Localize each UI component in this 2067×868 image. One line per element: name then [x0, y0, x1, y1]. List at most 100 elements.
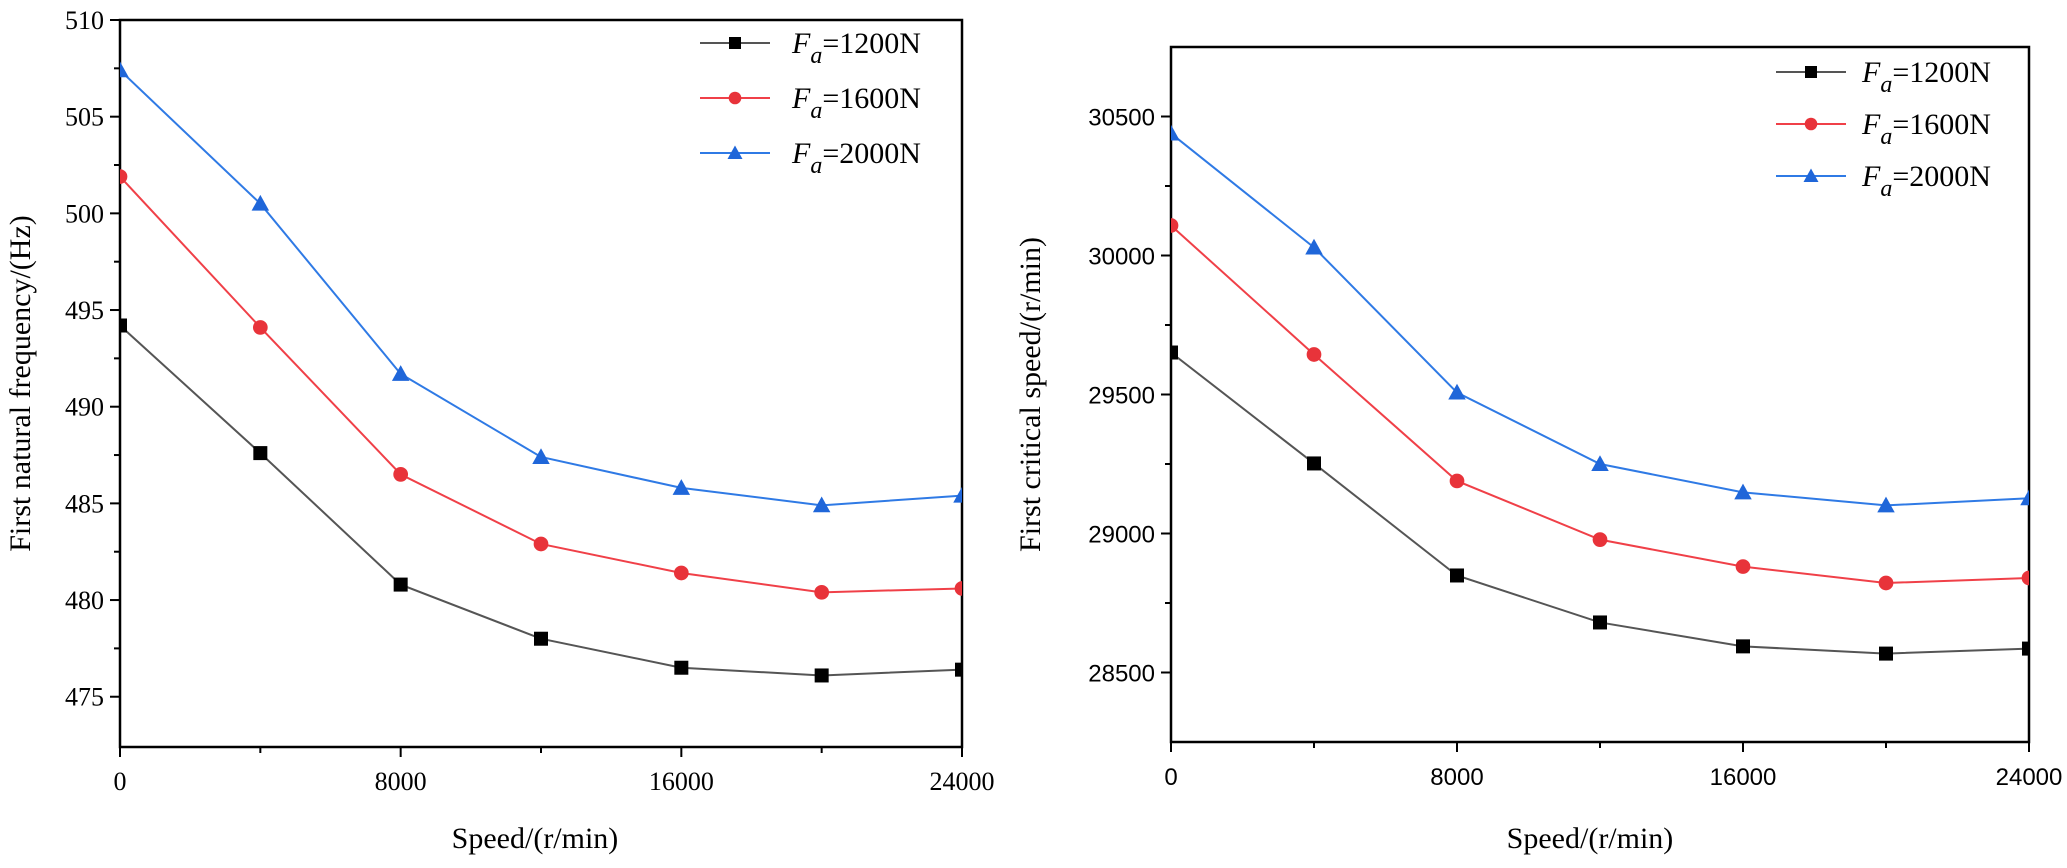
- x-axis-title: Speed/(r/min): [1507, 822, 1674, 855]
- y-tick-label: 29500: [1088, 383, 1155, 410]
- y-tick-label: 30000: [1088, 244, 1155, 271]
- plot-frame: [1169, 45, 2031, 744]
- data-point: [2021, 570, 2029, 586]
- legend-marker: [1805, 66, 1817, 78]
- data-point: [672, 479, 691, 495]
- legend-label: Fa=2000N: [791, 137, 921, 179]
- y-axis-title: First natural frequency/(Hz): [4, 215, 37, 552]
- x-tick-label: 0: [1164, 764, 1177, 791]
- data-point: [1734, 483, 1752, 500]
- x-tick-label: 8000: [375, 767, 427, 796]
- data-point: [1448, 383, 1466, 400]
- y-tick-label: 475: [65, 683, 104, 712]
- legend-label: Fa=2000N: [1861, 160, 1991, 202]
- legend-marker: [1803, 168, 1819, 182]
- series-fa-1600n: [120, 169, 962, 600]
- data-point: [673, 565, 689, 581]
- legend-item: Fa=1200N: [1776, 56, 1991, 98]
- legend-item: Fa=1600N: [700, 82, 921, 124]
- x-tick-label: 24000: [930, 767, 995, 796]
- y-tick-label: 480: [65, 586, 104, 615]
- legend-item: Fa=2000N: [1776, 160, 1991, 202]
- legend-label: Fa=1600N: [1861, 108, 1991, 150]
- data-point: [955, 662, 962, 677]
- data-point: [1307, 456, 1321, 471]
- legend-marker: [727, 145, 743, 159]
- data-point: [1450, 568, 1464, 583]
- legend-item: Fa=2000N: [700, 137, 921, 179]
- data-point: [533, 536, 549, 552]
- y-tick-label: 510: [65, 6, 104, 35]
- x-tick-label: 24000: [1996, 764, 2063, 791]
- series-line: [120, 324, 962, 677]
- y-tick-label: 29000: [1088, 522, 1155, 549]
- data-point: [814, 668, 829, 683]
- series-fa-1200n: [1171, 345, 2029, 661]
- x-tick-label: 16000: [1710, 764, 1777, 791]
- data-point: [1305, 238, 1323, 255]
- y-tick-label: 490: [65, 393, 104, 422]
- legend-label: Fa=1200N: [1861, 56, 1991, 98]
- x-axis-title: Speed/(r/min): [452, 822, 619, 855]
- data-point: [1879, 646, 1893, 661]
- data-point: [1593, 615, 1607, 630]
- data-point: [2020, 489, 2029, 506]
- x-tick-label: 8000: [1430, 764, 1483, 791]
- legend: Fa=1200N Fa=1600N Fa=2000N: [1776, 56, 1991, 202]
- legend-label: Fa=1600N: [791, 82, 921, 124]
- series-fa-2000n: [1171, 124, 2029, 513]
- data-point: [1736, 639, 1750, 654]
- data-point: [534, 631, 548, 646]
- data-point: [120, 61, 129, 78]
- data-point: [1877, 496, 1895, 513]
- data-point: [1171, 124, 1180, 141]
- data-point: [393, 467, 409, 482]
- legend-item: Fa=1200N: [700, 27, 921, 69]
- data-point: [253, 446, 268, 461]
- y-tick-label: 485: [65, 489, 104, 518]
- x-tick-label: 0: [114, 767, 127, 796]
- y-tick-label: 28500: [1088, 661, 1155, 688]
- data-point: [2022, 641, 2029, 656]
- series-fa-2000n: [120, 61, 962, 513]
- data-point: [1449, 473, 1465, 489]
- series-fa-1200n: [120, 318, 962, 683]
- y-tick-label: 500: [65, 199, 104, 228]
- series-line: [1171, 224, 2029, 584]
- legend-marker: [729, 37, 741, 49]
- data-point: [532, 448, 550, 464]
- data-point: [1171, 345, 1178, 360]
- data-point: [954, 581, 962, 596]
- y-tick-label: 30500: [1088, 105, 1155, 132]
- data-point: [251, 194, 270, 211]
- series-fa-1600n: [1171, 218, 2029, 591]
- data-point: [391, 365, 410, 381]
- legend: Fa=1200N Fa=1600N Fa=2000N: [700, 27, 921, 179]
- data-point: [120, 169, 128, 184]
- data-point: [812, 496, 831, 513]
- data-point: [953, 486, 962, 503]
- series-line: [120, 175, 962, 594]
- data-point: [252, 320, 268, 335]
- legend-marker: [728, 91, 742, 105]
- data-point: [814, 584, 830, 600]
- y-tick-label: 505: [65, 103, 104, 132]
- y-tick-label: 495: [65, 296, 104, 325]
- series-line: [1171, 351, 2029, 655]
- data-point: [1306, 347, 1322, 362]
- data-point: [1591, 455, 1609, 471]
- data-point: [674, 660, 689, 675]
- y-axis-title: First critical speed/(r/min): [1014, 237, 1047, 552]
- x-tick-label: 16000: [649, 767, 714, 796]
- legend-item: Fa=1600N: [1776, 108, 1991, 150]
- data-point: [393, 577, 408, 592]
- data-point: [1592, 532, 1608, 547]
- data-point: [120, 318, 127, 333]
- chart-natural-frequency: 0 8000 16000 24000 475 480 485 490 495 500 505 510 S…: [4, 6, 995, 855]
- data-point: [1735, 559, 1751, 574]
- data-point: [1878, 575, 1894, 591]
- chart-critical-speed: 0 8000 16000 24000 28500 29000 29500 30000 30500…: [1014, 45, 2063, 855]
- legend-marker: [1804, 117, 1818, 131]
- data-point: [1171, 218, 1179, 233]
